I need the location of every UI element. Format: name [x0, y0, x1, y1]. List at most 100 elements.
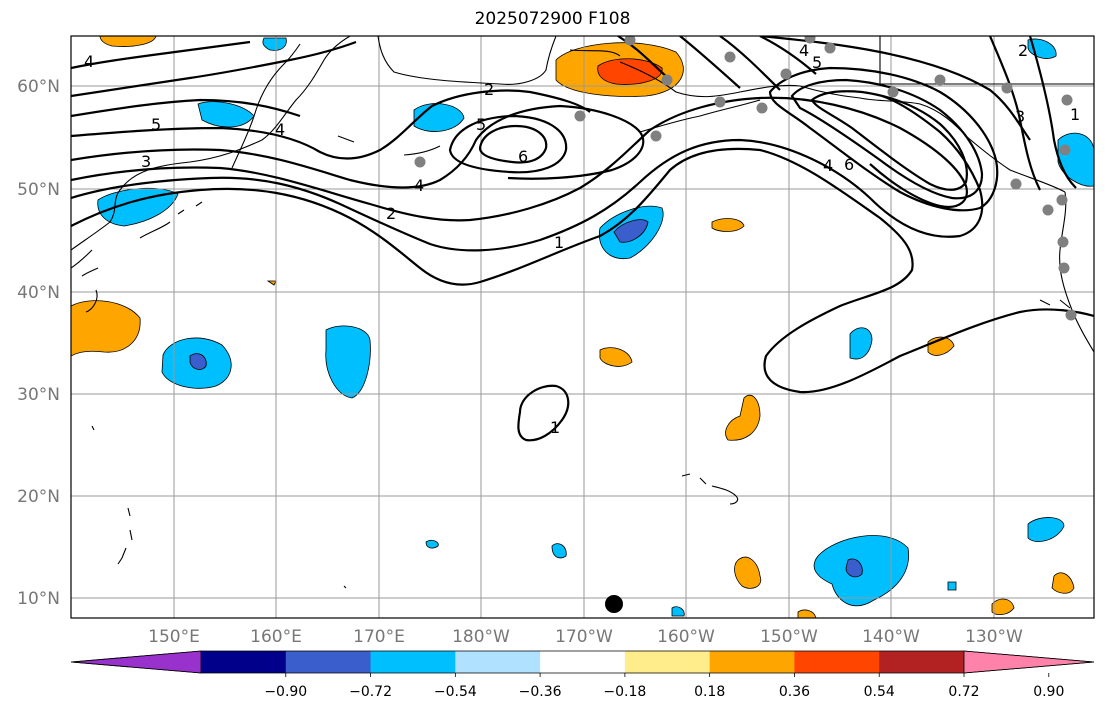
- colorbar-tick-label: 0.90: [1033, 684, 1064, 700]
- station-dot: [1065, 309, 1077, 321]
- station-dot: [934, 74, 946, 86]
- longitude-labels: 150°E 160°E 170°E 180°W 170°W 160°W 150°…: [148, 627, 1023, 647]
- station-dot: [824, 42, 836, 54]
- colorbar-segment: [794, 651, 880, 673]
- positive-anomaly-area: [1051, 572, 1075, 594]
- contour-label: 4: [799, 41, 809, 60]
- lon-label: 160°W: [657, 627, 715, 647]
- positive-anomaly-area: [797, 609, 817, 618]
- negative-anomaly-area: [947, 581, 957, 591]
- lon-label: 150°E: [148, 627, 200, 647]
- map-plot-area: 4 5 3 4 2 5 6 4 2 1 1 4 5 4 6 3 1 2: [71, 36, 1094, 618]
- contour-label: 6: [518, 147, 528, 166]
- positive-anomaly-area: [991, 598, 1015, 616]
- positive-anomaly-area: [725, 394, 761, 441]
- negative-anomaly-area: [262, 37, 287, 51]
- lat-label: 10°N: [17, 589, 60, 609]
- negative-anomaly-area: [425, 539, 439, 549]
- negative-anomaly-area: [325, 325, 371, 399]
- lon-label: 150°W: [760, 627, 818, 647]
- station-markers: [414, 36, 1077, 321]
- colorbar-tick-label: 0.18: [694, 684, 725, 700]
- station-dot: [887, 86, 899, 98]
- negative-anomaly-area: [1027, 517, 1065, 542]
- negative-anomaly-area: [189, 353, 207, 370]
- contour-label: 2: [1018, 41, 1028, 60]
- coastlines: [71, 36, 1094, 589]
- contour-label: 1: [554, 233, 564, 252]
- colorbar-segment: [370, 651, 456, 673]
- lat-label: 30°N: [17, 385, 60, 405]
- station-dot: [661, 74, 673, 86]
- station-dot: [1056, 194, 1068, 206]
- contour-label-layer: 4 5 3 4 2 5 6 4 2 1 1 4 5 4 6 3 1 2: [84, 41, 1080, 437]
- lon-label: 180°W: [452, 627, 510, 647]
- contour-label: 5: [476, 115, 486, 134]
- station-dot: [650, 130, 662, 142]
- colorbar-segment: [540, 651, 626, 673]
- positive-anomaly-area: [266, 280, 277, 286]
- colorbar-segment: [201, 651, 287, 673]
- latitude-labels: 60°N 50°N 40°N 30°N 20°N 10°N: [17, 77, 60, 609]
- lat-label: 60°N: [17, 77, 60, 97]
- positive-anomaly-area: [711, 218, 745, 232]
- colorbar-tick-label: −0.72: [349, 684, 392, 700]
- contour-label: 2: [484, 80, 494, 99]
- station-dot: [624, 36, 636, 46]
- station-dot: [1001, 82, 1013, 94]
- station-dot: [1061, 94, 1073, 106]
- station-dot: [1057, 236, 1069, 248]
- lat-label: 20°N: [17, 487, 60, 507]
- station-dot: [1042, 204, 1054, 216]
- colorbar-tick-label: 0.72: [948, 684, 979, 700]
- positive-anomaly-area: [597, 58, 663, 85]
- colorbar-tick-label: 0.54: [864, 684, 895, 700]
- lon-label: 170°W: [555, 627, 613, 647]
- contour-label: 5: [151, 115, 161, 134]
- station-dot: [1058, 262, 1070, 274]
- lon-label: 140°W: [862, 627, 920, 647]
- colorbar-tick-label: −0.36: [519, 684, 562, 700]
- colorbar-extend-max: [963, 650, 1095, 674]
- positive-anomaly-area: [99, 36, 157, 47]
- lon-label: 130°W: [965, 627, 1023, 647]
- contour-label: 4: [414, 176, 424, 195]
- positive-anomaly-area: [734, 556, 762, 589]
- contour-label: 4: [275, 120, 285, 139]
- station-dot: [780, 68, 792, 80]
- contour-label: 4: [84, 52, 94, 71]
- colorbar-outline: [70, 650, 1095, 674]
- contour-label: 1: [1070, 105, 1080, 124]
- contour-label: 5: [812, 53, 822, 72]
- station-dot: [414, 156, 426, 168]
- negative-anomaly-area: [849, 327, 873, 360]
- map-title: 2025072900 F108: [474, 9, 631, 29]
- station-dot: [714, 96, 726, 108]
- colorbar-tick-label: −0.90: [264, 684, 307, 700]
- colorbar-segment: [624, 651, 711, 673]
- negative-anomaly-area: [613, 219, 649, 243]
- colorbar-segment: [285, 651, 372, 673]
- map-frame: [70, 35, 1095, 619]
- station-dot: [574, 110, 586, 122]
- colorbar-segment: [455, 651, 541, 673]
- lon-label: 160°E: [250, 627, 302, 647]
- colorbar-segment: [709, 651, 795, 673]
- contour-label: 3: [141, 152, 151, 171]
- colorbar-segment: [879, 651, 965, 673]
- contour-label: 3: [1015, 107, 1025, 126]
- positive-anomaly-area: [599, 347, 633, 367]
- station-dot: [1059, 144, 1071, 156]
- colorbar-tick-label: −0.54: [434, 684, 477, 700]
- negative-anomaly-area: [671, 606, 685, 617]
- location-marker: [605, 595, 623, 613]
- colorbar-tick-label: −0.18: [603, 684, 646, 700]
- station-dot: [804, 36, 816, 44]
- negative-anomaly-area: [551, 543, 567, 559]
- colorbar-extend-min: [70, 650, 202, 674]
- contour-label: 2: [386, 204, 396, 223]
- contour-label: 1: [550, 418, 560, 437]
- lat-label: 50°N: [17, 180, 60, 200]
- contour-label: 4: [823, 156, 833, 175]
